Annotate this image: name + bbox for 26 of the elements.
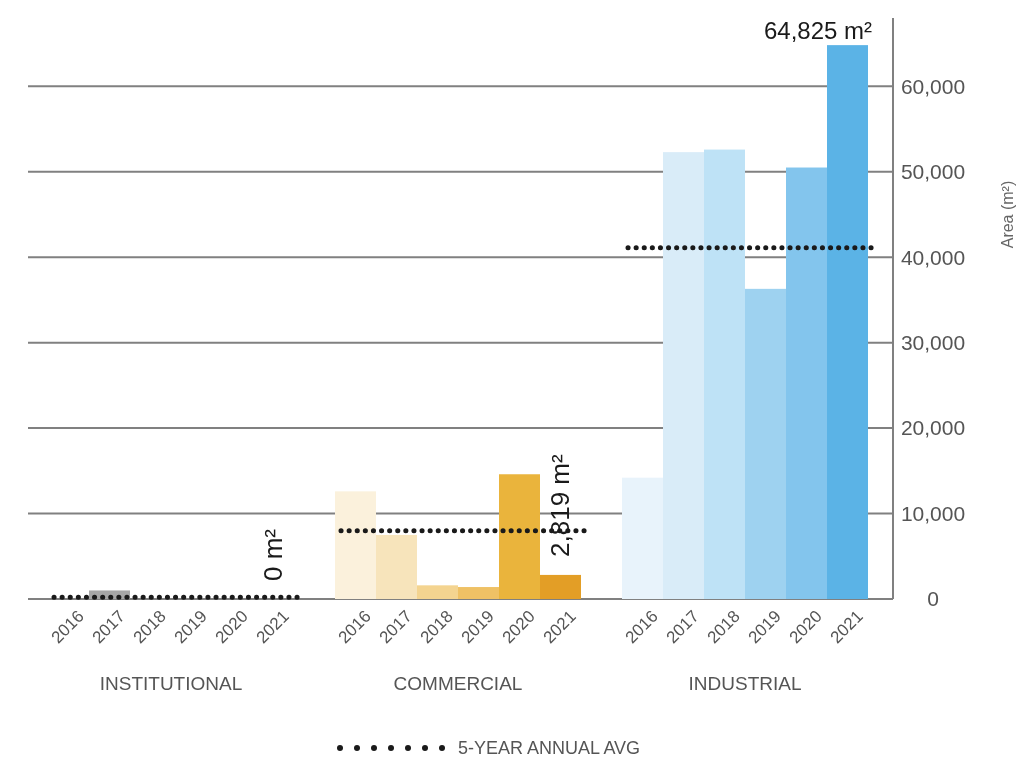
legend-label: 5-YEAR ANNUAL AVG — [458, 738, 641, 759]
y-tick-label: 50,000 — [900, 160, 966, 184]
y-axis-title: Area (m²) — [999, 180, 1016, 249]
bar — [745, 288, 786, 599]
y-tick-label: 30,000 — [900, 331, 966, 355]
bar — [540, 574, 581, 599]
y-tick-label: 20,000 — [900, 416, 966, 440]
text: COMMERCIAL — [393, 673, 523, 694]
bar — [663, 152, 704, 599]
bar — [704, 149, 745, 599]
bar — [458, 587, 499, 599]
bar — [827, 45, 868, 599]
y-tick-label: 10,000 — [900, 501, 966, 525]
bar — [417, 585, 458, 599]
bar — [499, 474, 540, 599]
bar — [622, 477, 663, 599]
y-tick-label: 60,000 — [900, 74, 966, 98]
data-label: 64,825 m² — [763, 17, 872, 45]
bar — [786, 167, 827, 599]
text: INDUSTRIAL — [688, 673, 802, 694]
y-tick-label: 40,000 — [900, 245, 966, 269]
bar — [376, 534, 417, 599]
data-label: 0 m² — [257, 528, 288, 581]
bar — [335, 491, 376, 599]
text: INSTITUTIONAL — [99, 673, 243, 694]
y-tick-label: 0 — [927, 587, 939, 611]
